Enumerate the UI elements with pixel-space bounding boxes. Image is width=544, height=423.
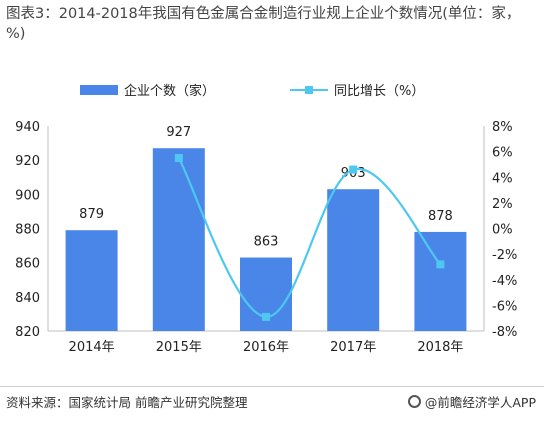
legend-item-line: 同比增长（%）: [290, 80, 424, 99]
bar: [414, 231, 467, 331]
y-tick-label-right: 0%: [492, 223, 513, 238]
y-tick-label-right: -2%: [492, 248, 517, 263]
data-label: 927: [166, 125, 191, 140]
growth-point: [262, 312, 270, 321]
y-tick-label-left: 860: [15, 257, 40, 272]
growth-point: [174, 154, 183, 163]
y-tick-label-right: 8%: [492, 120, 513, 135]
y-tick-label-right: 6%: [492, 146, 513, 161]
growth-line: [177, 157, 442, 319]
legend-item-bar: 企业个数（家）: [80, 80, 215, 99]
footer-divider: [0, 386, 544, 387]
legend-line-swatch: [290, 85, 328, 95]
bar: [65, 230, 118, 331]
y-tick-label-left: 900: [15, 188, 40, 203]
y-tick-label-right: 4%: [492, 171, 513, 186]
brand-mark: @前瞻经济学人APP: [407, 392, 536, 411]
brand-logo-icon: [407, 395, 421, 408]
y-tick-label-left: 840: [15, 291, 40, 306]
y-tick-label-right: -6%: [492, 299, 517, 314]
y-tick-label-right: -4%: [492, 274, 517, 289]
x-tick-label: 2016年: [243, 340, 289, 355]
legend: 企业个数（家） 同比增长（%）: [0, 80, 544, 102]
legend-bar-swatch: [80, 84, 118, 95]
y-tick-label-left: 820: [15, 325, 40, 340]
bar: [327, 189, 380, 331]
y-tick-label-right: 2%: [492, 197, 513, 212]
legend-label-bar: 企业个数（家）: [124, 84, 216, 99]
bar: [152, 148, 205, 331]
y-tick-label-left: 920: [15, 154, 40, 169]
legend-label-line: 同比增长（%）: [334, 84, 425, 99]
data-label: 879: [79, 207, 104, 222]
growth-point: [349, 165, 358, 174]
y-tick-label-right: -8%: [492, 325, 517, 340]
chart-title: 图表3：2014-2018年我国有色金属合金制造行业规上企业个数情况(单位：家，…: [6, 6, 521, 42]
x-tick-label: 2015年: [156, 340, 202, 355]
data-label: 878: [428, 209, 453, 224]
brand-text: @前瞻经济学人APP: [424, 395, 536, 410]
x-tick-label: 2017年: [330, 340, 376, 355]
source-note: 资料来源：国家统计局 前瞻产业研究院整理: [6, 395, 248, 410]
growth-point: [436, 260, 445, 269]
y-tick-label-left: 940: [15, 120, 40, 135]
x-tick-label: 2014年: [69, 340, 115, 355]
data-label: 863: [254, 235, 279, 250]
x-tick-label: 2018年: [417, 340, 463, 355]
y-tick-label-left: 880: [15, 223, 40, 238]
